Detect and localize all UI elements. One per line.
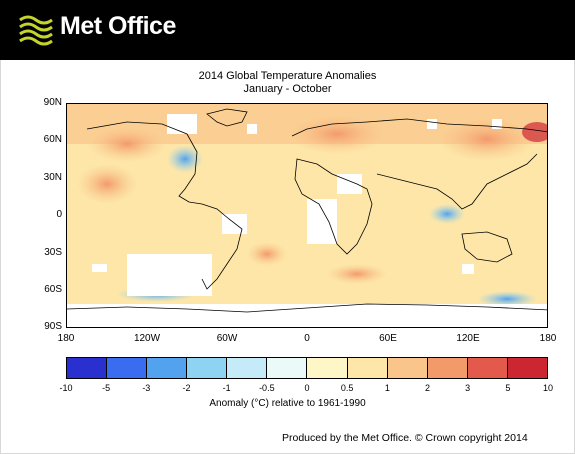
- lon-label-60w: 60W: [216, 333, 238, 344]
- colorbar-tick-label: 0.5: [340, 383, 354, 393]
- lat-label-0: 0: [56, 209, 62, 220]
- colorbar-segment: [227, 358, 268, 378]
- brand-name: Met Office: [60, 12, 176, 40]
- colorbar-segment: [467, 358, 508, 378]
- colorbar-tick-label: -3: [142, 383, 151, 393]
- colorbar-segment: [387, 358, 428, 378]
- anomaly-map: [66, 103, 548, 328]
- colorbar-tick-label: 10: [542, 383, 553, 393]
- lon-label-180w: 180: [57, 333, 75, 344]
- lat-label-90s: 90S: [44, 321, 62, 332]
- lat-label-60s: 60S: [44, 284, 62, 295]
- colorbar-segment: [67, 358, 108, 378]
- colorbar-tick-label: -1: [222, 383, 231, 393]
- colorbar-segment: [107, 358, 148, 378]
- lon-label-0: 0: [304, 333, 310, 344]
- lon-label-60e: 60E: [379, 333, 397, 344]
- colorbar-segment: [267, 358, 308, 378]
- colorbar-tick-label: 2: [424, 383, 430, 393]
- colorbar-tick-label: -10: [59, 383, 73, 393]
- colorbar-tick-label: -5: [102, 383, 111, 393]
- colorbar-tick-label: 1: [384, 383, 390, 393]
- colorbar-label: Anomaly (°C) relative to 1961-1990: [209, 398, 366, 409]
- colorbar-tick-label: -2: [182, 383, 191, 393]
- lon-label-120e: 120E: [456, 333, 480, 344]
- colorbar-tick-label: 5: [505, 383, 511, 393]
- colorbar-tick-label: 0: [304, 383, 310, 393]
- colorbar-segment: [147, 358, 188, 378]
- colorbar-tick-label: 3: [465, 383, 471, 393]
- colorbar-segment: [187, 358, 228, 378]
- header-bar: Met Office: [0, 0, 575, 60]
- lat-label-60n: 60N: [43, 134, 62, 145]
- lat-label-90n: 90N: [43, 97, 62, 108]
- met-office-waves-logo-icon: [19, 15, 53, 46]
- lon-label-120w: 120W: [133, 333, 161, 344]
- colorbar: [66, 357, 548, 379]
- lat-label-30s: 30S: [44, 247, 62, 258]
- colorbar-segment: [427, 358, 468, 378]
- colorbar-segment: [507, 358, 547, 378]
- colorbar-segment: [307, 358, 348, 378]
- map-title: 2014 Global Temperature Anomalies: [198, 70, 377, 82]
- anomaly-map-svg: [67, 104, 547, 327]
- colorbar-segment: [347, 358, 388, 378]
- colorbar-tick-label: -0.5: [259, 383, 275, 393]
- map-subtitle: January - October: [243, 83, 332, 95]
- lat-label-30n: 30N: [43, 172, 62, 183]
- copyright-credit: Produced by the Met Office. © Crown copy…: [282, 432, 528, 444]
- lon-label-180e: 180: [539, 333, 557, 344]
